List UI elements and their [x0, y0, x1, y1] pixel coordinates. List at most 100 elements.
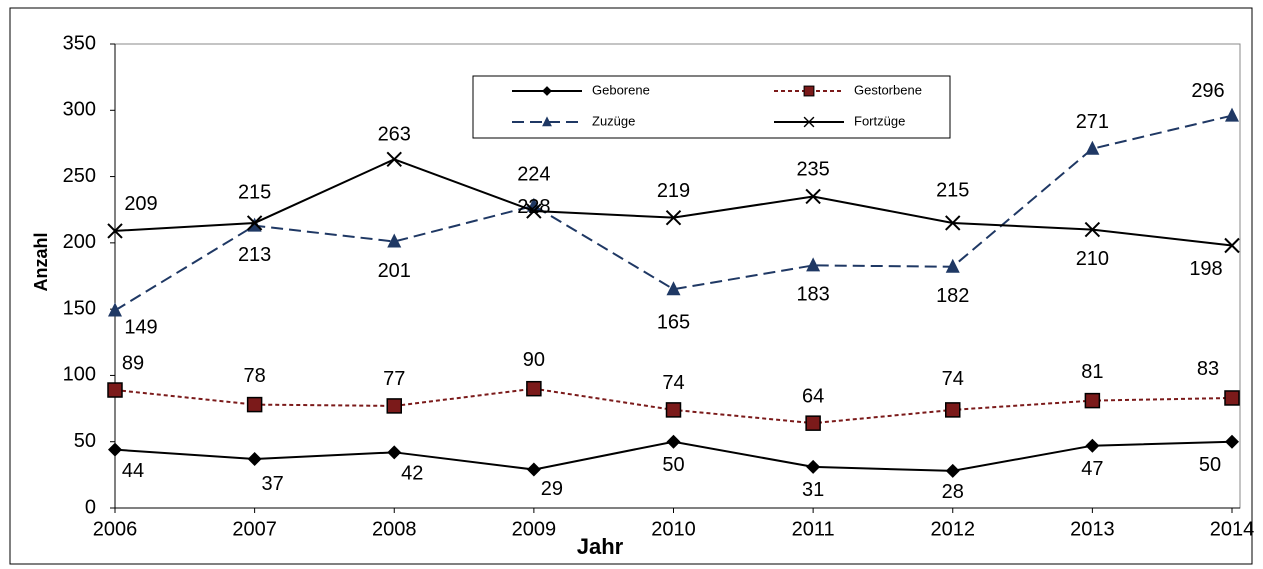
marker: [386, 151, 402, 168]
data-label: 29: [541, 478, 563, 500]
marker: [387, 445, 402, 460]
marker: [247, 217, 262, 232]
marker: [1084, 221, 1101, 238]
data-label: 64: [802, 385, 824, 407]
y-tick-label: 300: [63, 99, 96, 121]
y-tick-label: 350: [63, 32, 96, 54]
marker: [945, 402, 961, 418]
series: 44 37 42 29 50 31 28 47 50: [108, 434, 1239, 503]
marker: [806, 459, 821, 474]
data-label: 77: [383, 368, 405, 390]
data-label: 47: [1081, 458, 1103, 480]
marker: [806, 257, 821, 272]
legend-label: Geborene: [592, 82, 650, 97]
y-axis-label: Anzahl: [31, 232, 51, 291]
data-label: 81: [1081, 361, 1103, 383]
data-label: 31: [802, 479, 824, 501]
marker: [387, 233, 402, 248]
x-tick-label: 2008: [372, 518, 417, 540]
data-label: 37: [262, 473, 284, 495]
legend-marker: [542, 116, 552, 127]
legend-marker: [803, 116, 815, 128]
data-label: 74: [942, 368, 964, 390]
x-axis-label: Jahr: [577, 534, 624, 559]
marker: [246, 396, 263, 413]
marker: [1084, 392, 1101, 409]
data-label: 201: [378, 260, 411, 282]
x-tick-label: 2009: [512, 518, 557, 540]
data-label: 271: [1076, 111, 1109, 133]
marker: [246, 215, 263, 231]
data-label: 89: [122, 352, 144, 374]
data-label: 90: [523, 349, 545, 371]
data-label: 28: [942, 481, 964, 503]
legend-label: Zuzüge: [592, 113, 635, 128]
marker: [247, 451, 262, 466]
marker: [805, 188, 821, 205]
marker: [1225, 107, 1239, 122]
y-tick-label: 0: [85, 496, 96, 518]
marker: [665, 209, 682, 226]
data-label: 42: [401, 463, 423, 485]
legend-marker: [542, 86, 552, 96]
marker: [945, 258, 960, 273]
data-label: 165: [657, 312, 690, 334]
data-label: 215: [936, 179, 969, 201]
y-tick-label: 250: [63, 165, 96, 187]
marker: [666, 434, 681, 449]
marker: [1085, 140, 1100, 155]
outer-frame: [9, 7, 1253, 565]
marker: [107, 382, 123, 398]
marker: [526, 380, 542, 397]
marker: [666, 281, 681, 296]
data-label: 182: [936, 285, 969, 307]
series-line: [114, 158, 1233, 247]
data-label: 219: [657, 180, 690, 202]
data-label: 74: [662, 372, 684, 394]
marker: [1224, 390, 1240, 406]
data-label: 215: [238, 181, 271, 203]
data-label: 149: [124, 317, 157, 339]
data-label: 209: [124, 193, 157, 215]
x-tick-label: 2014: [1210, 518, 1255, 540]
marker: [108, 442, 122, 457]
data-label: 235: [796, 159, 829, 181]
marker: [107, 223, 123, 239]
series: 209 215 263 224 219 235 215 210 198: [107, 124, 1240, 280]
data-label: 263: [378, 124, 411, 146]
data-label: 50: [662, 454, 684, 476]
y-tick-label: 50: [74, 430, 96, 452]
y-tick-label: 150: [63, 297, 96, 319]
x-tick-label: 2011: [792, 518, 835, 540]
marker: [386, 398, 402, 414]
legend-box: [472, 75, 951, 139]
data-label: 183: [796, 284, 829, 306]
x-tick-label: 2013: [1070, 518, 1115, 540]
marker: [526, 203, 542, 219]
series-line: [114, 114, 1233, 312]
data-label: 296: [1191, 80, 1224, 102]
data-label: 78: [244, 365, 266, 387]
marker: [108, 302, 122, 317]
data-label: 198: [1189, 258, 1222, 280]
series: 149 213 201 228 165 183 182 271 296: [108, 80, 1239, 339]
x-tick-label: 2006: [93, 518, 138, 540]
marker: [1225, 434, 1239, 449]
marker: [1224, 237, 1240, 254]
y-tick-label: 100: [63, 364, 96, 386]
y-tick-label: 200: [63, 231, 96, 253]
x-tick-label: 2012: [931, 518, 976, 540]
x-tick-label: 2010: [651, 518, 696, 540]
legend-label: Fortzüge: [854, 113, 905, 128]
marker: [526, 462, 541, 477]
data-label: 83: [1197, 358, 1219, 380]
marker: [945, 215, 961, 231]
data-label: 224: [517, 163, 550, 185]
data-label: 213: [238, 244, 271, 266]
marker: [1085, 438, 1100, 453]
legend-label: Gestorbene: [854, 82, 922, 97]
legend-marker: [803, 85, 815, 97]
data-label: 44: [122, 460, 144, 482]
series: 89 78 77 90 74 64 74 81 83: [107, 349, 1240, 431]
